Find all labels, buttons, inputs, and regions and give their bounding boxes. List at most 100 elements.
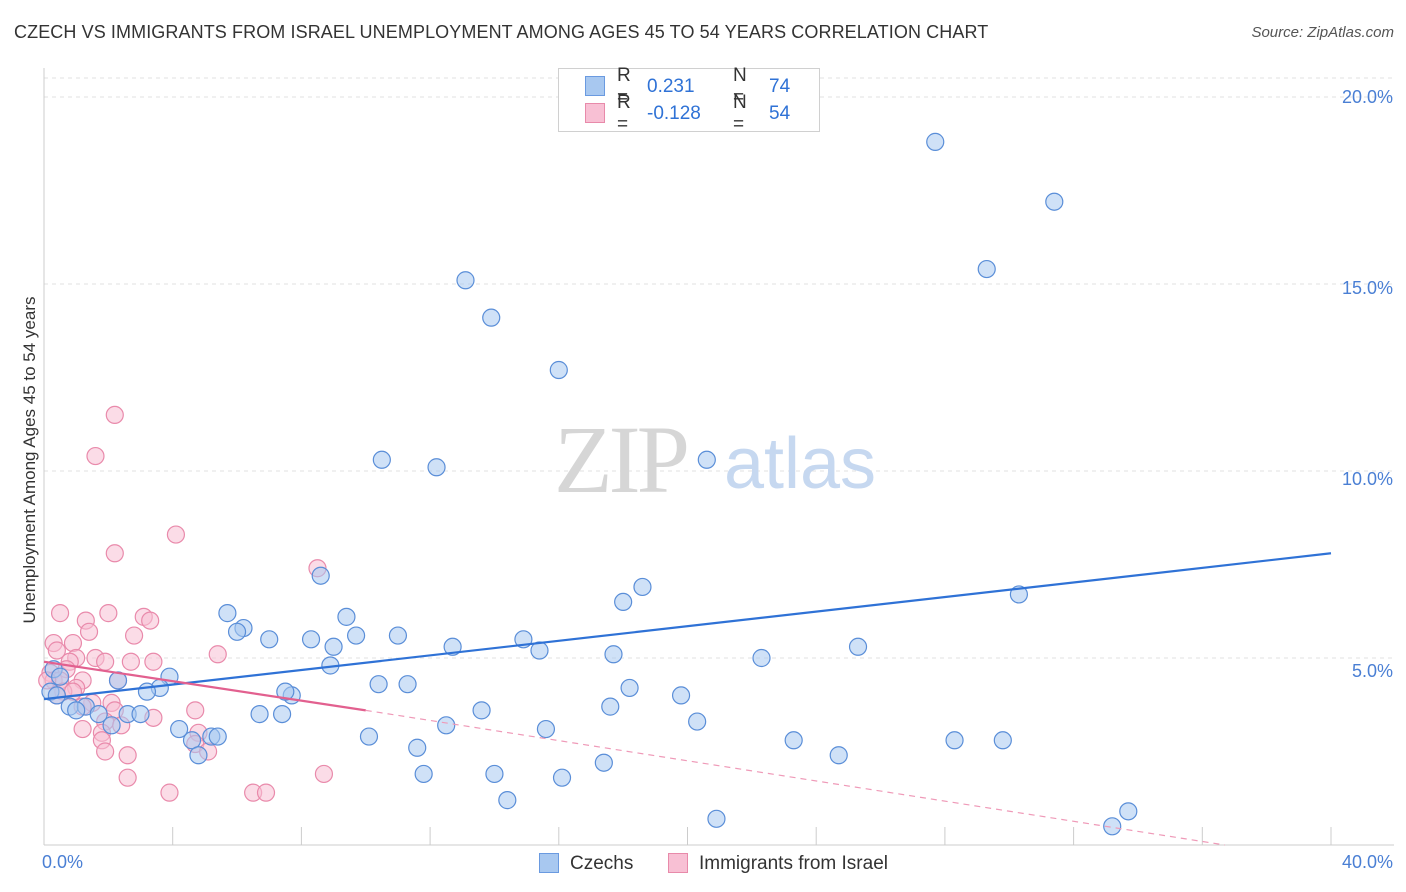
israel-point [186,701,205,720]
israel-point [50,604,70,623]
israel-point [105,544,124,563]
czech-point [552,768,572,787]
czech-point [829,746,848,765]
czech-point [324,637,343,656]
czech-point [1119,802,1138,821]
israel-point [141,611,160,630]
czech-point [359,727,379,746]
czech-point [388,626,408,645]
czech-point [752,648,771,668]
israel-point [96,742,115,761]
bottom-legend-label-israel: Immigrants from Israel [699,853,888,874]
czech-point [131,704,150,724]
israel-point [144,652,163,671]
czech-point [594,753,613,772]
israel-trend-line [43,660,366,712]
czech-point [337,607,356,626]
czech-point [50,667,70,686]
czech-point [671,686,691,705]
czech-point [601,697,620,716]
chart-title: CZECH VS IMMIGRANTS FROM ISRAEL UNEMPLOY… [14,22,989,42]
legend-swatch-czechs [585,76,605,96]
israel-point [96,652,115,671]
czech-point [369,675,388,694]
czech-point [1045,192,1064,211]
israel-point [124,626,144,645]
israel-point [63,633,83,653]
czech-point [633,577,652,597]
czech-point [614,592,633,612]
legend-r-value: 0.231 [647,76,695,97]
czech-point [189,746,208,765]
czech-point [926,132,945,151]
bottom-legend-swatch-israel [668,853,688,873]
czech-point [993,731,1012,750]
israel-point [118,768,137,787]
czech-point [102,716,121,735]
czech-point [301,630,321,649]
gridlines [44,77,1394,659]
czech-point [697,450,716,469]
czech-point [437,716,456,735]
czech-point [604,645,623,664]
legend-r-label: R = [617,92,631,135]
czech-point [688,712,707,731]
czech-point [456,271,475,290]
israel-point [208,645,227,664]
watermark: ZIP atlas [554,406,876,513]
israel-point [256,783,276,802]
y-tick-label-10: 10.0% [1341,469,1393,489]
x-tick-label-max: 40.0% [1341,852,1393,872]
czech-point [218,604,237,623]
czech-point [170,719,189,739]
czech-point [227,622,247,641]
israel-point [166,525,186,544]
legend-n-label: N = [733,92,747,135]
watermark-zip: ZIP [554,406,687,513]
czech-point [311,566,330,585]
y-axis-label: Unemployment Among Ages 45 to 54 years [20,296,39,624]
x-tick-label-min: 0.0% [42,852,84,872]
czech-point [707,809,726,828]
czech-point [346,626,366,645]
czech-point [482,308,501,327]
israel-point [79,622,99,641]
czech-point [89,704,108,724]
czech-point [620,678,639,698]
czechs-trend-line [43,552,1332,701]
legend-swatch-israel [585,103,605,123]
y-tick-label-15: 15.0% [1341,278,1393,298]
czech-point [945,731,964,750]
source-credit: Source: ZipAtlas.com [1251,24,1394,41]
trend-lines [43,552,1332,846]
israel-trend-extension [365,709,1225,846]
czech-point [784,731,803,750]
czech-point [276,682,295,701]
israel-point [86,446,105,466]
israel-point [160,783,179,802]
israel-point [118,746,137,765]
israel-point [314,764,334,784]
czech-point [485,764,504,784]
israel-point [121,652,140,671]
legend-n-value: 54 [769,103,791,124]
israel-point [47,641,66,660]
israel-point [99,604,118,623]
czech-point [1103,817,1122,836]
y-tick-label-5: 5.0% [1351,661,1393,681]
czech-point [208,727,227,746]
czech-point [427,458,446,477]
axes [43,68,1394,846]
czech-point [272,704,292,724]
legend-n-value: 74 [769,76,791,97]
bottom-legend-label-czechs: Czechs [570,853,634,874]
legend-n-label: N = [733,65,747,108]
israel-point [105,405,124,424]
czech-point [408,738,427,757]
czech-point [498,791,517,810]
series-czechs-points [41,132,1138,836]
legend-r-value: -0.128 [647,103,701,124]
czech-point [536,719,556,739]
czech-point [372,450,391,469]
legend-r-label: R = [617,65,631,108]
